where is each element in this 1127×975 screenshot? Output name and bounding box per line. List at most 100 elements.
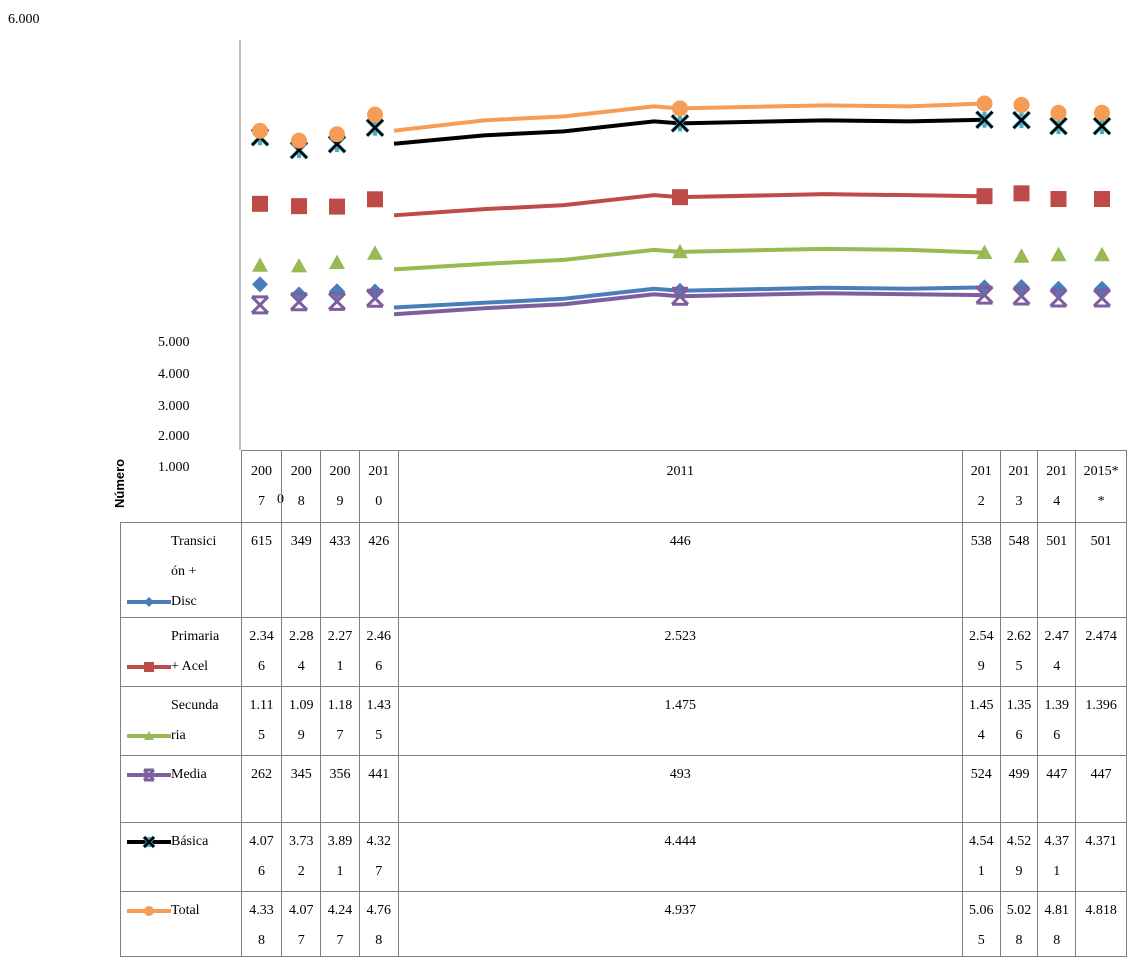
data-cell: 4.07 7 xyxy=(281,891,322,957)
data-point-marker xyxy=(1092,288,1112,308)
data-point-marker xyxy=(976,188,993,205)
data-point-marker xyxy=(327,291,347,311)
data-cell: 524 xyxy=(961,755,1001,823)
table-row: Transici ón + Disc 615 349 433 426 446 538 548 5… xyxy=(120,522,1127,618)
data-point-marker xyxy=(975,110,994,130)
data-cell: 447 xyxy=(1075,755,1127,823)
data-cell: 4.52 9 xyxy=(999,822,1039,892)
data-cell: 1.475 xyxy=(397,686,963,756)
series-line xyxy=(393,101,985,133)
legend-label: Secunda ria xyxy=(171,698,219,743)
table-row: Secunda ria 1.11 5 1.09 9 1.18 7 1.43 5 1.475… xyxy=(120,686,1127,756)
data-cell: 4.54 1 xyxy=(961,822,1001,892)
data-point-marker xyxy=(367,191,383,208)
data-point-marker xyxy=(976,95,993,112)
data-point-marker xyxy=(1012,110,1031,130)
y-tick-label: 2.000 xyxy=(158,429,190,444)
data-cell: 2.474 xyxy=(1075,617,1127,687)
data-cell: 356 xyxy=(320,755,360,823)
data-point-marker xyxy=(1012,286,1031,306)
data-point-marker xyxy=(672,189,688,206)
data-cell: 2.46 6 xyxy=(358,617,399,687)
legend-entry: Básica xyxy=(120,822,242,892)
data-point-marker xyxy=(329,254,345,270)
data-cell: 447 xyxy=(1037,755,1077,823)
data-point-marker xyxy=(329,198,345,215)
data-point-marker xyxy=(1013,185,1030,202)
legend-entry: Media xyxy=(120,755,242,823)
data-point-marker xyxy=(365,288,385,308)
data-point-marker xyxy=(1013,248,1030,263)
data-cell: 2.34 6 xyxy=(240,617,283,687)
data-point-marker xyxy=(1049,288,1068,308)
data-point-marker xyxy=(252,257,268,272)
data-point-marker xyxy=(252,122,268,139)
data-cell: 262 xyxy=(240,755,283,823)
data-point-marker xyxy=(1050,191,1067,208)
legend-swatch-icon xyxy=(127,597,171,607)
data-point-marker xyxy=(1050,246,1067,262)
data-cell: 2.523 xyxy=(397,617,963,687)
category-label: 201 0 xyxy=(358,450,399,523)
y-tick-label: 6.000 xyxy=(8,12,40,27)
data-cell: 4.937 xyxy=(397,891,963,957)
data-point-marker xyxy=(1094,191,1110,208)
data-cell: 4.371 xyxy=(1075,822,1127,892)
data-cell: 2.27 1 xyxy=(320,617,360,687)
data-cell: 4.32 7 xyxy=(358,822,399,892)
category-label: 200 9 xyxy=(320,450,360,523)
data-cell: 4.818 xyxy=(1075,891,1127,957)
data-cell: 1.09 9 xyxy=(281,686,322,756)
series-line xyxy=(393,117,985,146)
data-point-marker xyxy=(975,285,994,305)
data-cell: 1.11 5 xyxy=(240,686,283,756)
table-row: Media 262 345 356 441 493 524 499 447 447 xyxy=(120,755,1127,823)
data-cell: 345 xyxy=(281,755,322,823)
data-point-marker xyxy=(291,132,307,149)
data-cell: 2.62 5 xyxy=(999,617,1039,687)
data-cell: 2.28 4 xyxy=(281,617,322,687)
series-line xyxy=(393,291,985,317)
legend-label: Media xyxy=(171,767,207,782)
data-point-marker xyxy=(670,286,690,306)
category-label: 200 8 xyxy=(281,450,322,523)
data-cell: 4.76 8 xyxy=(358,891,399,957)
data-point-marker xyxy=(976,244,993,260)
data-point-marker xyxy=(367,245,383,260)
data-cell: 1.43 5 xyxy=(358,686,399,756)
data-cell: 501 xyxy=(1037,522,1077,618)
data-cell: 4.24 7 xyxy=(320,891,360,957)
data-point-marker xyxy=(672,243,688,259)
data-point-marker xyxy=(672,100,688,117)
data-point-marker xyxy=(291,198,307,215)
series-line xyxy=(393,285,985,310)
data-point-marker xyxy=(252,195,268,212)
legend-label: Primaria + Acel xyxy=(171,629,220,674)
data-point-marker xyxy=(1094,104,1110,121)
legend-entry: Total xyxy=(120,891,242,957)
series-lines xyxy=(393,101,985,317)
legend-entry: Transici ón + Disc xyxy=(120,522,242,618)
data-point-marker xyxy=(1013,96,1030,113)
data-cell: 446 xyxy=(397,522,963,618)
data-cell: 1.35 6 xyxy=(999,686,1039,756)
legend-swatch-icon xyxy=(127,662,171,672)
category-label: 200 7 xyxy=(240,450,283,523)
data-point-marker xyxy=(1050,104,1067,121)
data-cell: 4.07 6 xyxy=(240,822,283,892)
data-cell: 441 xyxy=(358,755,399,823)
data-cell: 1.396 xyxy=(1075,686,1127,756)
data-cell: 493 xyxy=(397,755,963,823)
series-line xyxy=(393,246,985,272)
data-cell: 548 xyxy=(999,522,1039,618)
legend-swatch-icon xyxy=(127,906,171,916)
data-cell: 2.47 4 xyxy=(1037,617,1077,687)
data-cell: 4.444 xyxy=(397,822,963,892)
table-row: Básica 4.07 6 3.73 2 3.89 1 4.32 7 4.444 4.54 … xyxy=(120,822,1127,892)
data-cell: 615 xyxy=(240,522,283,618)
data-cell: 4.37 1 xyxy=(1037,822,1077,892)
legend-entry: Primaria + Acel xyxy=(120,617,242,687)
legend-swatch-icon xyxy=(127,768,171,782)
legend-label: Total xyxy=(171,903,200,918)
data-cell: 3.89 1 xyxy=(320,822,360,892)
